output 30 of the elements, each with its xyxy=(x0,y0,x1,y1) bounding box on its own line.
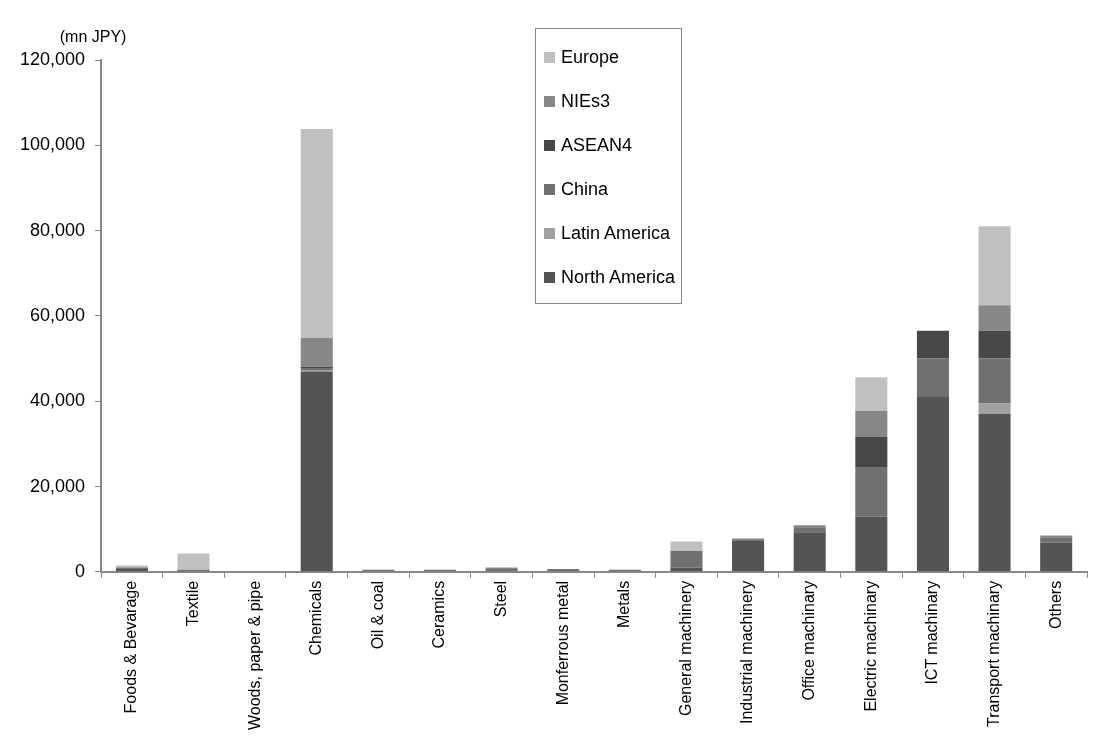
x-tick-label: Foods & Bevarage xyxy=(122,580,140,714)
x-tick-label: Others xyxy=(1046,580,1064,629)
legend-label: Latin America xyxy=(561,222,671,244)
y-tick-label: 120,000 xyxy=(19,48,86,69)
legend-label: NIEs3 xyxy=(561,90,611,112)
x-tick-label: Industrial machinery xyxy=(738,580,756,725)
x-tick-label: Ceramics xyxy=(430,580,448,649)
x-tick-label: Steel xyxy=(492,580,510,618)
x-tick-label: ICT machinary xyxy=(923,580,941,685)
y-tick-label: 100,000 xyxy=(19,134,86,155)
x-tick-label: Transport machinary xyxy=(984,580,1002,727)
legend-label: ASEAN4 xyxy=(561,134,633,156)
x-tick-label: Office machinary xyxy=(800,580,818,701)
legend-label: Europe xyxy=(561,46,620,68)
x-tick-label: Woods, paper & pipe xyxy=(245,580,263,731)
x-tick-label: Monferrous metal xyxy=(553,580,571,706)
x-tick-label: Oil & coal xyxy=(368,580,386,650)
x-tick-label: General machinery xyxy=(676,580,694,717)
y-tick-label: 0 xyxy=(75,560,86,581)
x-tick-label: Metals xyxy=(615,580,633,628)
x-tick-label: Electric machinary xyxy=(861,580,879,712)
y-tick-label: 60,000 xyxy=(30,304,86,325)
y-tick-label: 80,000 xyxy=(30,219,86,240)
y-tick-label: 20,000 xyxy=(30,475,86,496)
y-axis-title: (mn JPY) xyxy=(59,28,127,46)
x-tick-label: Textile xyxy=(183,580,201,627)
legend-label: North America xyxy=(561,266,676,288)
y-tick-label: 40,000 xyxy=(30,390,86,411)
x-tick-label: Chemicals xyxy=(307,580,325,656)
legend-label: China xyxy=(561,178,609,200)
